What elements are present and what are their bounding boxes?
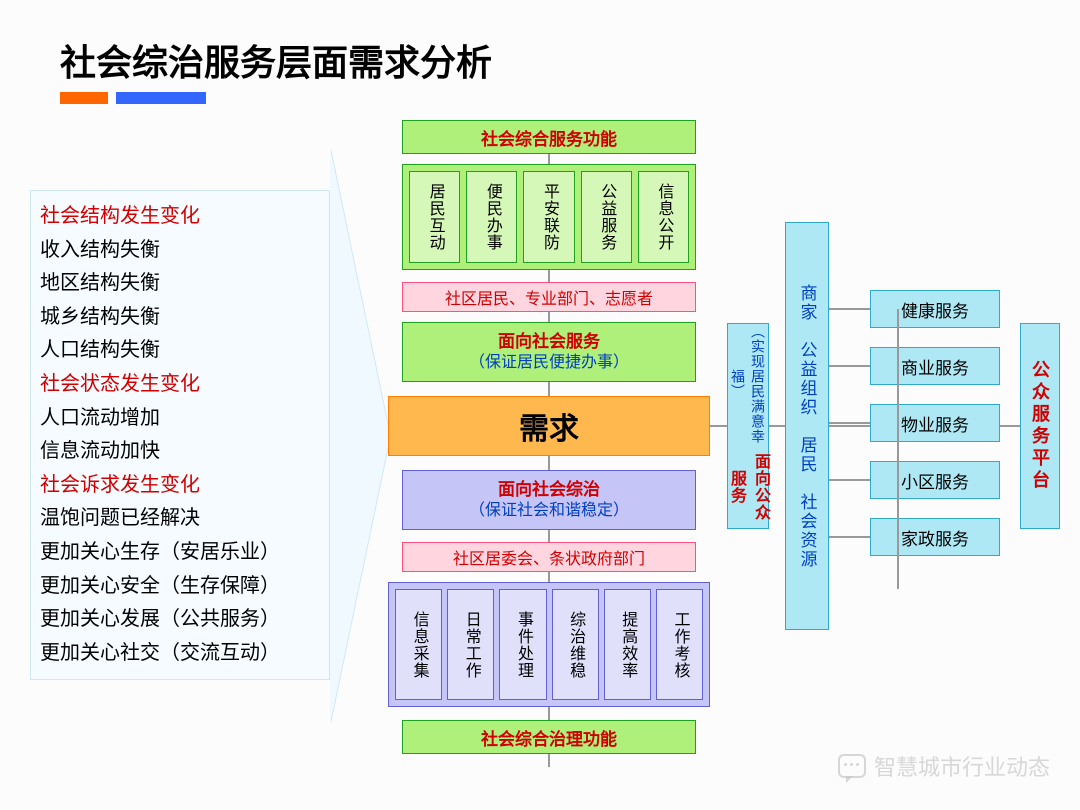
- right-hstick: [829, 422, 870, 424]
- top-item: 信息公开: [638, 171, 689, 263]
- accent-bars: [60, 92, 206, 104]
- top-title-box: 社会综合服务功能: [402, 120, 696, 154]
- bot-item: 工作考核: [656, 589, 703, 700]
- cyan-wide-box: 商家 公益组织 居民 社会资源: [785, 222, 829, 630]
- left-list-item: 更加关心安全（生存保障）: [40, 570, 330, 604]
- left-list-item: 人口结构失衡: [40, 334, 330, 368]
- right-hstick: [829, 479, 870, 481]
- page-title: 社会综治服务层面需求分析: [60, 34, 492, 86]
- mid-green-box: 面向社会服务 （保证居民便捷办事）: [402, 322, 696, 382]
- top-pink-box: 社区居民、专业部门、志愿者: [402, 282, 696, 312]
- arrow-head: [330, 148, 390, 724]
- rightmost-box: 公众服务平台: [1020, 323, 1060, 529]
- top-item: 平安联防: [523, 171, 574, 263]
- bot-item: 提高效率: [604, 589, 651, 700]
- bot-item: 日常工作: [447, 589, 494, 700]
- watermark-text: 智慧城市行业动态: [874, 750, 1050, 782]
- right-hstick: [829, 365, 870, 367]
- bot-item: 事件处理: [499, 589, 546, 700]
- cyan-narrow-title: 面向公众服务: [724, 446, 772, 528]
- accent-bar-orange: [60, 92, 108, 104]
- right-list-item: 健康服务: [870, 290, 1000, 328]
- right-list-item: 小区服务: [870, 461, 1000, 499]
- mid-purple-box: 面向社会综治 （保证社会和谐稳定）: [402, 470, 696, 530]
- bot-items-container: 信息采集日常工作事件处理综治维稳提高效率工作考核: [388, 582, 710, 707]
- left-list-item: 社会结构发生变化: [40, 200, 330, 234]
- right-hstick: [829, 308, 870, 310]
- bot-item: 综治维稳: [552, 589, 599, 700]
- left-list-item: 更加关心生存（安居乐业）: [40, 536, 330, 570]
- top-item: 居民互动: [409, 171, 460, 263]
- left-list-item: 更加关心社交（交流互动）: [40, 637, 330, 671]
- right-list-item: 商业服务: [870, 347, 1000, 385]
- mid-green-sub: （保证居民便捷办事）: [469, 353, 629, 374]
- watermark: 智慧城市行业动态: [838, 750, 1050, 782]
- cyan-narrow-box: （实现居民满意幸福） 面向公众服务: [727, 323, 769, 529]
- left-list-item: 人口流动增加: [40, 402, 330, 436]
- right-hstick: [829, 536, 870, 538]
- top-item: 公益服务: [581, 171, 632, 263]
- mid-purple-sub: （保证社会和谐稳定）: [469, 501, 629, 522]
- left-list-item: 地区结构失衡: [40, 267, 330, 301]
- left-list-item: 更加关心发展（公共服务）: [40, 603, 330, 637]
- mid-purple-title: 面向社会综治: [498, 479, 600, 501]
- bot-title-box: 社会综合治理功能: [402, 720, 696, 754]
- right-vstick: [897, 309, 899, 589]
- mid-green-title: 面向社会服务: [498, 331, 600, 353]
- center-box: 需求: [388, 396, 710, 456]
- bot-pink-box: 社区居委会、条状政府部门: [402, 542, 696, 572]
- chat-icon: [838, 754, 866, 778]
- cyan-narrow-sub: （实现居民满意幸福）: [728, 324, 768, 444]
- top-items-container: 居民互动便民办事平安联防公益服务信息公开: [402, 164, 696, 270]
- left-list-item: 城乡结构失衡: [40, 301, 330, 335]
- left-list-item: 温饱问题已经解决: [40, 502, 330, 536]
- right-list-item: 物业服务: [870, 404, 1000, 442]
- left-list: 社会结构发生变化收入结构失衡地区结构失衡城乡结构失衡人口结构失衡社会状态发生变化…: [40, 200, 330, 670]
- accent-bar-blue: [116, 92, 206, 104]
- left-list-item: 社会诉求发生变化: [40, 469, 330, 503]
- bot-item: 信息采集: [395, 589, 442, 700]
- left-list-item: 信息流动加快: [40, 435, 330, 469]
- left-list-item: 社会状态发生变化: [40, 368, 330, 402]
- right-list-item: 家政服务: [870, 518, 1000, 556]
- left-list-item: 收入结构失衡: [40, 234, 330, 268]
- top-item: 便民办事: [466, 171, 517, 263]
